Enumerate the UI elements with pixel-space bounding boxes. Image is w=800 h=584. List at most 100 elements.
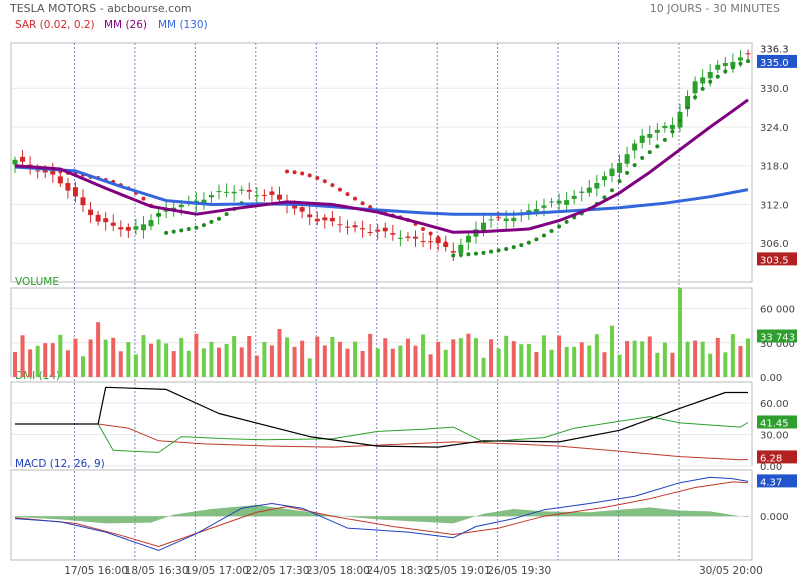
sar-dot <box>285 169 290 174</box>
volume-bar <box>217 347 222 377</box>
x-tick-label: 18/05 16:30 <box>125 565 189 577</box>
sar-dot <box>685 105 690 110</box>
candle-body <box>745 53 751 55</box>
volume-bar <box>670 352 675 377</box>
volume-bar <box>526 344 531 377</box>
candle-body <box>246 189 252 192</box>
volume-bar <box>96 322 101 377</box>
sar-dot <box>511 245 516 250</box>
volume-bar <box>700 341 705 377</box>
volume-bar <box>81 356 86 377</box>
volume-bar <box>466 333 471 377</box>
macd-line <box>14 476 749 551</box>
candle-body <box>103 218 109 223</box>
candle-body <box>405 236 411 238</box>
sar-dot <box>421 227 426 232</box>
volume-bar <box>534 352 539 377</box>
legend-label: MM (26) <box>104 19 147 31</box>
candle-body <box>556 200 562 204</box>
candle-body <box>586 187 592 193</box>
sar-dot <box>217 216 222 221</box>
legend-label: MM (130) <box>158 19 208 31</box>
candle-body <box>737 57 743 61</box>
sar-dot <box>428 231 433 236</box>
candle-body <box>360 228 366 230</box>
candle-body <box>730 61 736 67</box>
y-tick-label: 0.00 <box>760 373 782 384</box>
volume-bar <box>625 341 630 377</box>
dmi-adx-line <box>15 386 748 448</box>
badge-sar-bg <box>757 252 797 266</box>
volume-bar <box>489 339 494 377</box>
sar-dot <box>693 95 698 100</box>
candle-body <box>692 81 698 94</box>
sar-dot <box>186 227 191 232</box>
candle-body <box>564 200 570 205</box>
sar-dot <box>141 196 146 201</box>
volume-bar <box>587 345 592 377</box>
candle-body <box>382 227 388 232</box>
volume-bar <box>330 336 335 377</box>
candle-body <box>662 125 668 129</box>
volume-bar <box>277 329 282 377</box>
volume-bar <box>186 350 191 377</box>
sar-dot <box>466 252 471 257</box>
sar-dot <box>481 250 486 255</box>
candle-body <box>707 71 713 79</box>
x-tick-label: 30/05 20:00 <box>699 565 763 577</box>
candle-body <box>420 240 426 242</box>
panel-frames: 306.0 312.0 318.0 324.0 330.0 0.00 30 000 60 00… <box>10 42 795 561</box>
sar-dot <box>640 155 645 160</box>
candle-body <box>314 218 320 222</box>
candle-body <box>488 219 494 221</box>
sar-dot <box>451 253 456 258</box>
volume-bar <box>375 348 380 377</box>
candle-body <box>201 199 207 205</box>
sar-dot <box>526 240 531 245</box>
candle-body <box>231 191 237 194</box>
legend-label: MACD (12, 26, 9) <box>15 458 105 470</box>
badge-dmi-plus: 41.45 <box>760 418 789 429</box>
legend-label: VOLUME <box>15 276 59 288</box>
volume-bar <box>519 344 524 377</box>
volume-bar <box>88 339 93 377</box>
chart-title: TESLA MOTORS - abcbourse.com <box>9 2 192 15</box>
candle-body <box>496 217 502 219</box>
candle-body <box>224 191 230 193</box>
badge-dmi-minus: 6.28 <box>760 453 782 464</box>
sar-dot <box>360 201 365 206</box>
candle-body <box>632 143 638 151</box>
sar-dot <box>723 69 728 74</box>
candle-body <box>344 226 350 228</box>
volume-bar <box>428 354 433 377</box>
candle-body <box>397 237 403 239</box>
badge-last-bg <box>757 54 797 68</box>
volume-bar <box>640 341 645 377</box>
candle-body <box>95 214 101 222</box>
sar-dot <box>337 187 342 192</box>
candle-body <box>322 217 328 221</box>
candle-body <box>541 205 547 208</box>
candle-body <box>624 154 630 164</box>
volume-bar <box>572 346 577 377</box>
candle-body <box>329 217 335 222</box>
badge-top: 336.3 <box>760 45 789 56</box>
candle-body <box>465 235 471 243</box>
sar-dot <box>746 59 750 64</box>
candle-body <box>88 209 94 216</box>
sar-dot <box>458 252 463 257</box>
volume-bar <box>269 345 274 377</box>
volume-bar <box>579 342 584 377</box>
sar-dot <box>549 228 554 233</box>
sar-dot <box>473 251 478 256</box>
sar-dot <box>609 188 614 193</box>
volume-bar <box>164 343 169 377</box>
sar-dot <box>156 212 161 217</box>
sar-dot <box>201 223 206 228</box>
candle-body <box>533 208 539 213</box>
candle-body <box>110 222 116 226</box>
sar-dot <box>322 179 327 184</box>
volume-bar <box>481 357 486 377</box>
